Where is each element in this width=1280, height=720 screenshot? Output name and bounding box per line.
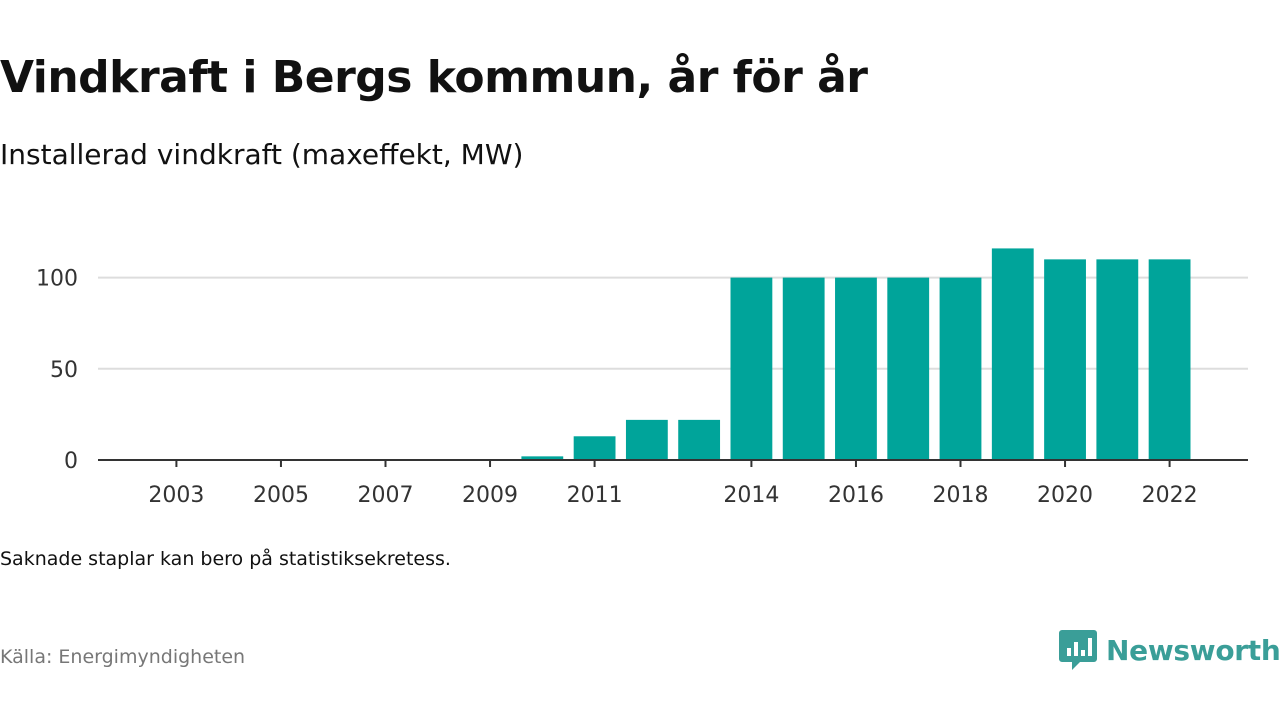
chart-title: Vindkraft i Bergs kommun, år för år	[0, 52, 868, 103]
bar	[887, 277, 930, 460]
bar	[521, 456, 564, 460]
x-tick-label: 2011	[567, 483, 623, 508]
bar	[835, 277, 877, 460]
x-tick-label: 2014	[723, 483, 779, 508]
bar	[573, 436, 616, 460]
brand-name: Newsworthy	[1106, 633, 1280, 667]
footnote: Saknade staplar kan bero på statistiksek…	[0, 548, 451, 570]
x-tick-label: 2022	[1142, 483, 1198, 508]
bar	[1044, 259, 1086, 460]
x-tick-label: 2007	[358, 483, 414, 508]
bar	[782, 277, 825, 460]
x-tick-label: 2016	[828, 483, 884, 508]
newsworthy-logo-icon	[1059, 630, 1097, 670]
chart-subtitle: Installerad vindkraft (maxeffekt, MW)	[0, 138, 524, 171]
x-tick-label: 2005	[253, 483, 309, 508]
bar	[1096, 259, 1139, 460]
x-tick-label: 2003	[148, 483, 204, 508]
source-credit: Källa: Energimyndigheten	[0, 646, 246, 668]
y-tick-label: 50	[50, 358, 78, 383]
bar	[939, 277, 982, 460]
x-tick-label: 2018	[933, 483, 989, 508]
bar	[730, 277, 773, 460]
x-tick-label: 2009	[462, 483, 518, 508]
y-tick-label: 0	[64, 449, 78, 474]
x-tick-label: 2020	[1037, 483, 1093, 508]
brand-logo: Newsworthy	[1058, 628, 1280, 672]
bar	[1148, 259, 1191, 460]
bar	[625, 419, 668, 460]
bar	[678, 419, 721, 460]
bar	[991, 248, 1034, 460]
y-tick-label: 100	[36, 267, 78, 292]
